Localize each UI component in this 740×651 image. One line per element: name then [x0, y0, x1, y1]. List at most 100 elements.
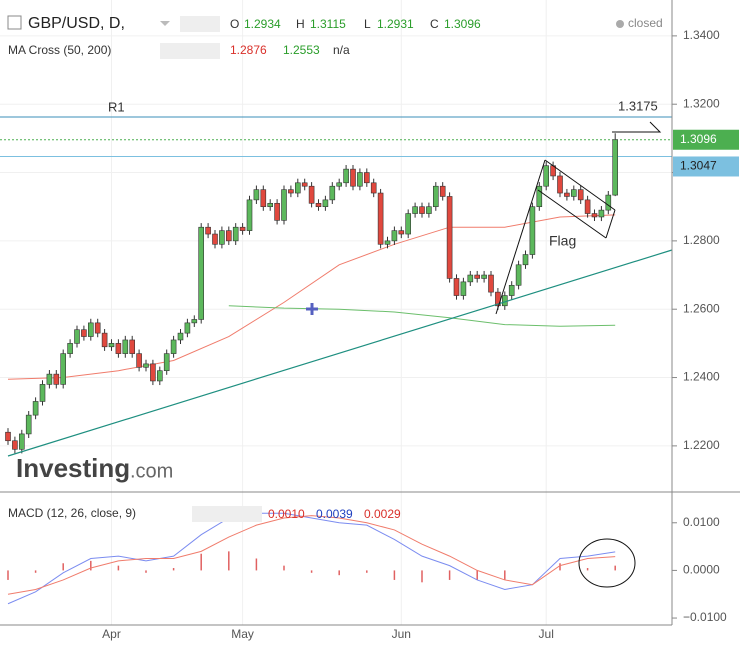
candle-body	[522, 254, 529, 266]
candle-body	[543, 165, 550, 187]
candle-body	[363, 172, 370, 184]
candle-body	[301, 182, 308, 187]
candle-body	[219, 230, 225, 245]
y-tick-label: 0.0100	[683, 515, 720, 529]
candle-body	[5, 431, 11, 442]
candle-body	[329, 185, 336, 201]
candle-body	[577, 189, 584, 201]
low-value: 1.2931	[377, 17, 414, 31]
candle-body	[288, 189, 294, 194]
candle-body	[357, 172, 363, 187]
candle-body	[536, 185, 543, 208]
status-dot	[616, 20, 624, 28]
target-label: 1.3175	[618, 98, 658, 113]
candle-body	[605, 194, 612, 211]
candle-body	[129, 339, 135, 354]
low-label: L	[364, 17, 371, 31]
ma-fast-value: 1.2876	[230, 43, 267, 57]
candle-body	[53, 373, 60, 385]
candle-body	[18, 433, 25, 450]
candle-body	[74, 329, 80, 344]
candle-body	[46, 373, 53, 385]
candle-body	[32, 401, 39, 416]
macd-signal-value: 0.0029	[364, 507, 401, 521]
candle-body	[39, 384, 46, 402]
macd-line	[7, 512, 616, 605]
candle-body	[453, 278, 460, 296]
watermark-suffix: .com	[130, 460, 173, 482]
indicator-buttons[interactable]	[160, 43, 220, 59]
candle-body	[564, 192, 570, 197]
candle-body	[488, 274, 494, 293]
candle-body	[474, 274, 481, 279]
candle-body	[612, 139, 619, 196]
flag-bottom	[537, 189, 607, 239]
candle-body	[163, 353, 170, 372]
macd-buttons[interactable]	[192, 506, 262, 522]
header-buttons[interactable]	[180, 16, 220, 32]
r1-label: R1	[108, 99, 125, 114]
candle-body	[170, 339, 177, 354]
candle-body	[584, 199, 591, 214]
candle-body	[432, 185, 439, 208]
candle-body	[239, 226, 246, 231]
x-tick-label: Jun	[392, 627, 411, 641]
cross-marker	[306, 303, 318, 315]
candle-body	[570, 189, 577, 197]
moving-average	[7, 214, 616, 380]
trend-line	[7, 249, 673, 457]
candle-body	[205, 226, 211, 235]
y-tick-label: 1.2800	[683, 233, 720, 247]
candle-body	[405, 213, 412, 235]
candle-body	[136, 353, 142, 368]
candle-body	[412, 206, 418, 214]
candle-body	[508, 284, 515, 296]
candle-body	[419, 206, 425, 214]
x-tick-label: Jul	[539, 627, 554, 641]
ma-extra: n/a	[333, 43, 350, 57]
candle-body	[515, 264, 522, 286]
candle-body	[267, 202, 274, 208]
dropdown-icon[interactable]	[160, 21, 170, 26]
candle-body	[122, 339, 129, 354]
circle-marker	[578, 538, 636, 588]
open-value: 1.2934	[244, 17, 281, 31]
candle-body	[460, 281, 467, 296]
level-price-label: 1.3047	[680, 159, 717, 173]
candle-body	[446, 196, 453, 279]
candle-body	[177, 332, 184, 341]
chart-title: GBP/USD, D,	[28, 15, 125, 32]
candle-body	[88, 322, 94, 337]
macd-hist-value: 0.0010	[268, 507, 305, 521]
candle-body	[232, 226, 239, 242]
x-tick-label: Apr	[102, 627, 121, 641]
open-label: O	[230, 17, 239, 31]
candle-body	[426, 206, 432, 214]
candle-body	[60, 353, 67, 385]
candle-body	[370, 182, 377, 194]
close-label: C	[430, 17, 439, 31]
candle-body	[108, 343, 115, 348]
candle-body	[157, 370, 163, 382]
macd-line	[7, 515, 616, 595]
candle-body	[12, 440, 18, 450]
indicator-label: MA Cross (50, 200)	[8, 43, 111, 57]
y-tick-label: 1.3200	[683, 96, 720, 110]
candle-body	[246, 199, 253, 231]
candle-body	[274, 202, 280, 221]
x-tick-label: May	[231, 627, 254, 641]
moving-average	[228, 305, 616, 327]
candle-body	[25, 414, 32, 435]
close-price-box	[673, 129, 739, 150]
target-line	[612, 121, 662, 133]
level-price-box	[673, 156, 739, 177]
y-tick-label: 1.3400	[683, 28, 720, 42]
close-price-label: 1.3096	[680, 132, 717, 146]
candle-body	[67, 343, 73, 354]
symbol-icon[interactable]	[7, 15, 22, 30]
candle-body	[226, 230, 232, 242]
candle-body	[467, 274, 474, 283]
candle-body	[343, 168, 349, 184]
